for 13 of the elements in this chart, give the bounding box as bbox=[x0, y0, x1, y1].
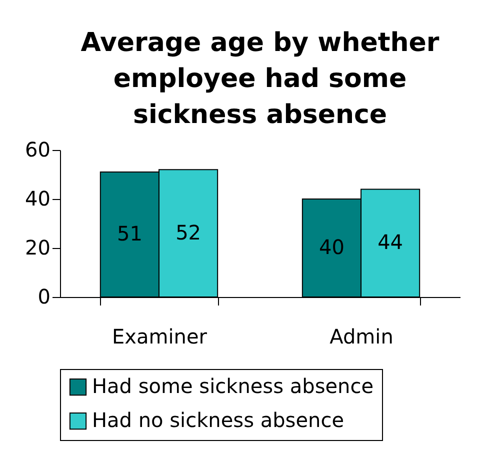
data-label: 52 bbox=[176, 220, 202, 244]
y-tick-label: 60 bbox=[25, 138, 50, 162]
x-tick-label: Admin bbox=[330, 324, 394, 348]
legend-label: Had no sickness absence bbox=[92, 408, 344, 432]
legend-label: Had some sickness absence bbox=[92, 374, 374, 398]
data-label: 40 bbox=[318, 235, 344, 259]
chart-title: Average age by whether employee had some sickness absence bbox=[80, 28, 440, 130]
y-tick-label: 0 bbox=[38, 284, 50, 308]
y-tick-label: 40 bbox=[25, 186, 50, 210]
x-tick-label: Examiner bbox=[112, 324, 208, 348]
data-label: 44 bbox=[378, 230, 404, 254]
data-label: 51 bbox=[116, 222, 142, 246]
y-tick-label: 20 bbox=[25, 236, 50, 260]
